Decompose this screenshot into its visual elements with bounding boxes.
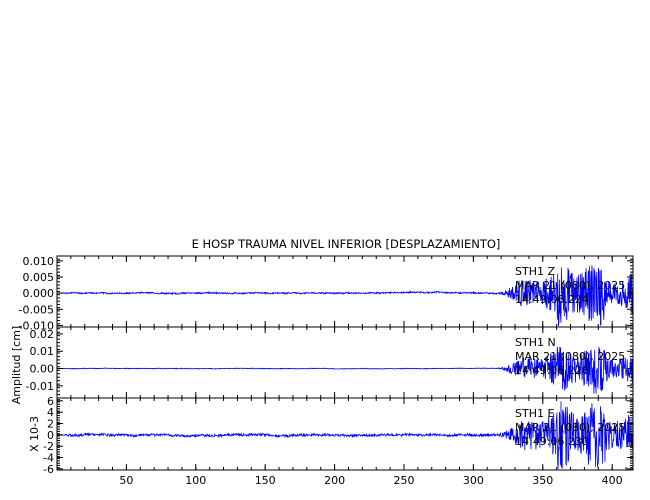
waveform-Z <box>57 265 634 327</box>
station-label: STH1 E <box>515 407 554 420</box>
y-tick-label: -4 <box>43 452 54 465</box>
x-tick-label: 350 <box>532 474 553 487</box>
y-multiplier-label: X 10-3 <box>28 416 41 452</box>
time-label: 14:49:06.226 <box>515 364 589 377</box>
chart-title: E HOSP TRAUMA NIVEL INFERIOR [DESPLAZAMI… <box>192 237 501 251</box>
y-tick-label: 0.00 <box>30 363 55 376</box>
date-label: MAR 21 (080), 2025 <box>515 350 625 363</box>
waveform-N <box>57 346 634 394</box>
date-label: MAR 21 (080), 2025 <box>515 421 625 434</box>
time-label: 14:49:06.230 <box>515 435 589 448</box>
y-tick-label: -6 <box>43 463 54 476</box>
y-tick-label: -0.01 <box>26 380 54 393</box>
y-tick-label: -0.010 <box>19 319 54 332</box>
x-tick-label: 250 <box>393 474 414 487</box>
date-label: MAR 21 (080), 2025 <box>515 279 625 292</box>
x-tick-label: 400 <box>602 474 623 487</box>
y-tick-label: 0.010 <box>23 255 55 268</box>
y-tick-label: 6 <box>47 395 54 408</box>
y-tick-label: 0.01 <box>30 345 55 358</box>
x-tick-label: 50 <box>119 474 133 487</box>
y-tick-label: -0.005 <box>19 303 54 316</box>
y-tick-label: 0.000 <box>23 287 55 300</box>
x-tick-label: 100 <box>185 474 206 487</box>
y-tick-label: 0.005 <box>23 271 55 284</box>
y-tick-label: 2 <box>47 418 54 431</box>
station-label: STH1 N <box>515 336 556 349</box>
y-tick-label: -2 <box>43 440 54 453</box>
time-label: 14:49:06.224 <box>515 293 589 306</box>
x-tick-label: 150 <box>255 474 276 487</box>
y-tick-label: 4 <box>47 406 54 419</box>
y-axis-label: Amplitud [cm] <box>10 326 23 404</box>
y-tick-label: 0 <box>47 429 54 442</box>
x-tick-label: 300 <box>463 474 484 487</box>
x-tick-label: 200 <box>324 474 345 487</box>
station-label: STH1 Z <box>515 265 555 278</box>
y-tick-label: 0.02 <box>30 328 55 341</box>
waveform-E <box>56 401 634 470</box>
